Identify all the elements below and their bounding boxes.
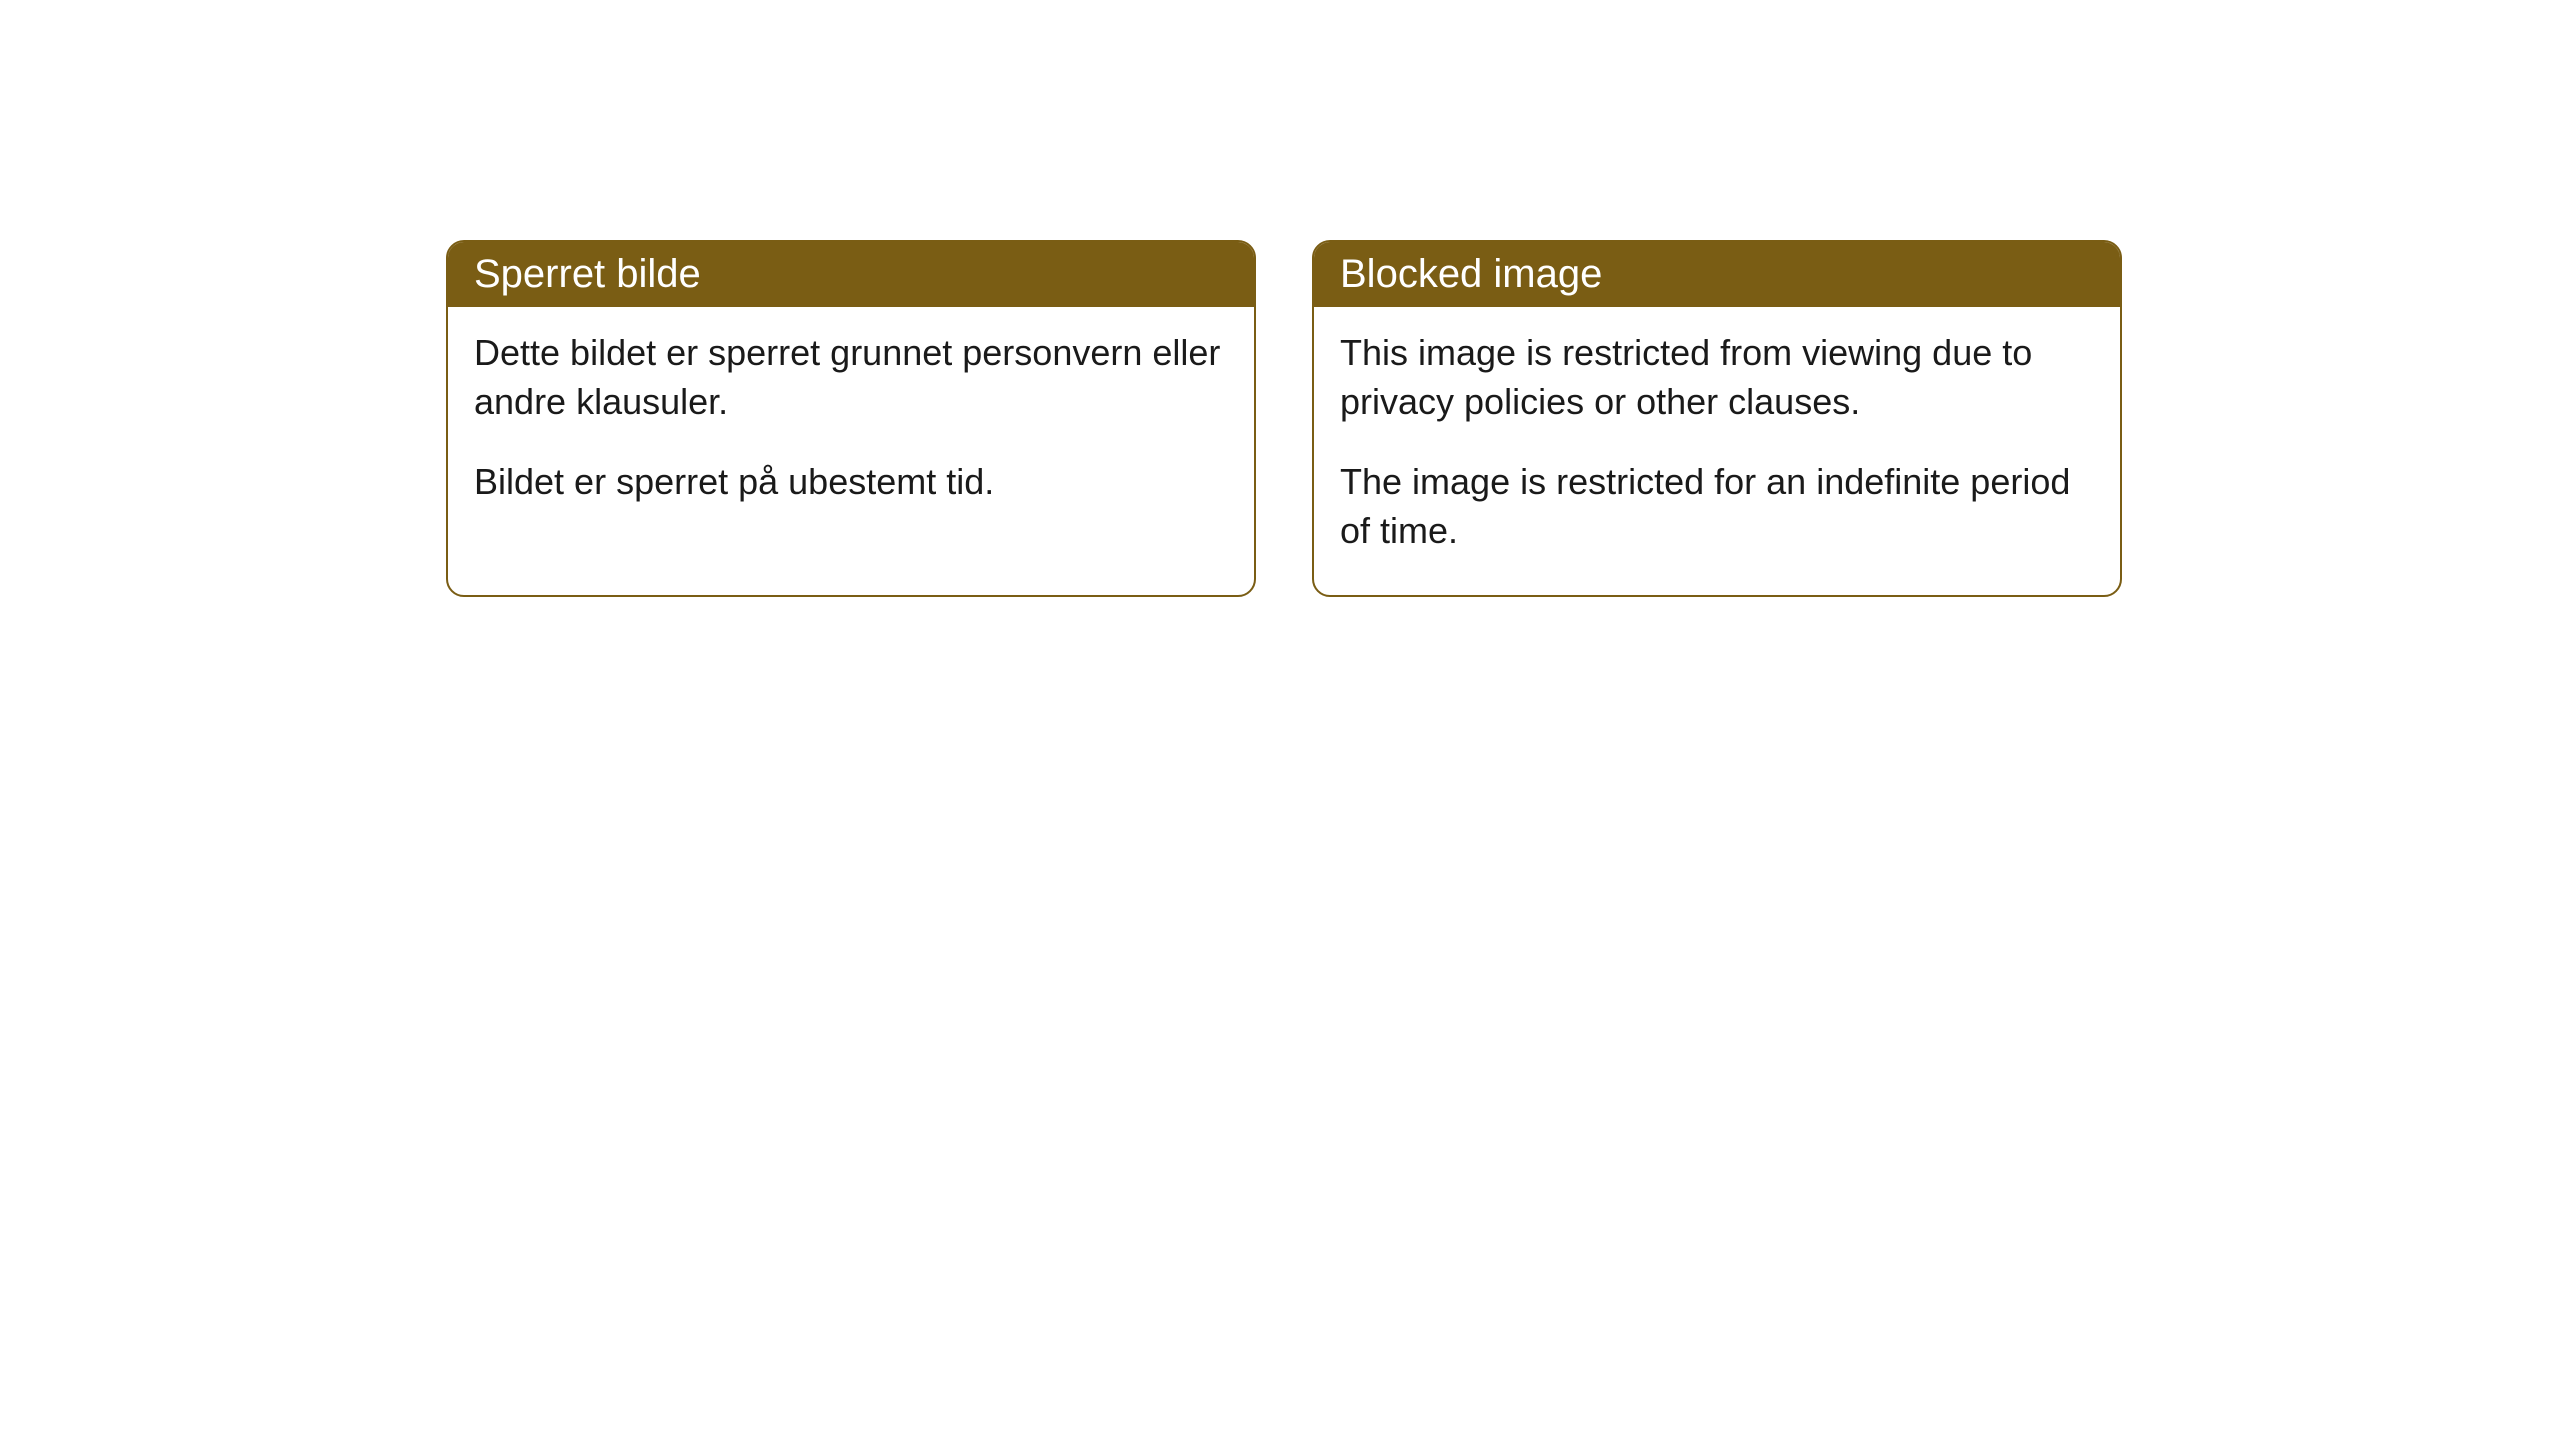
card-english: Blocked image This image is restricted f… (1312, 240, 2122, 597)
card-text-p1-english: This image is restricted from viewing du… (1340, 329, 2094, 426)
cards-container: Sperret bilde Dette bildet er sperret gr… (446, 240, 2122, 597)
card-text-p1-norwegian: Dette bildet er sperret grunnet personve… (474, 329, 1228, 426)
card-title-english: Blocked image (1340, 252, 1602, 296)
card-body-english: This image is restricted from viewing du… (1314, 307, 2120, 595)
card-title-norwegian: Sperret bilde (474, 252, 701, 296)
card-text-p2-norwegian: Bildet er sperret på ubestemt tid. (474, 458, 1228, 507)
card-header-norwegian: Sperret bilde (448, 242, 1254, 307)
card-norwegian: Sperret bilde Dette bildet er sperret gr… (446, 240, 1256, 597)
card-text-p2-english: The image is restricted for an indefinit… (1340, 458, 2094, 555)
card-header-english: Blocked image (1314, 242, 2120, 307)
card-body-norwegian: Dette bildet er sperret grunnet personve… (448, 307, 1254, 547)
